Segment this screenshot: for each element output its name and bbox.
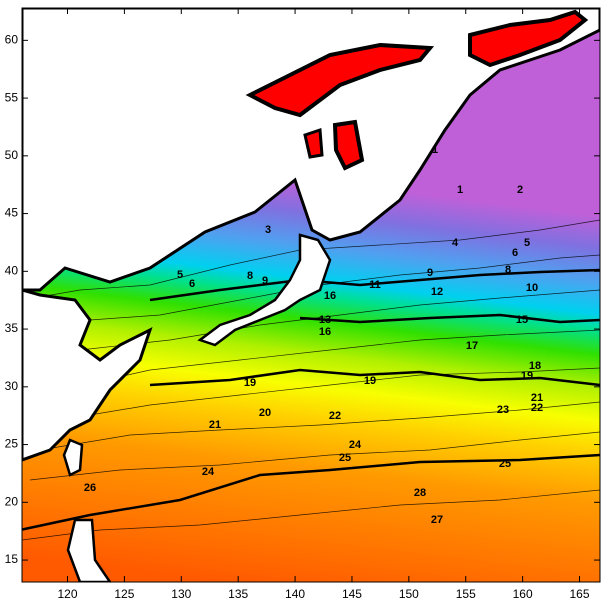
- y-tick-label: 25: [5, 437, 19, 451]
- contour-label: 27: [431, 514, 443, 526]
- contour-label: 9: [427, 267, 433, 279]
- red-region: [245, 42, 435, 118]
- contour-label: 8: [247, 270, 253, 282]
- x-tick-label: 130: [171, 587, 191, 601]
- y-tick-label: 20: [5, 494, 19, 508]
- contour-label: 21: [209, 419, 221, 431]
- land-korea-china: [22, 288, 153, 462]
- red-region: [468, 9, 589, 68]
- contour-label: 5: [524, 237, 530, 249]
- contour-label: 19: [364, 375, 376, 387]
- contour-label: 18: [529, 360, 541, 372]
- contour-label: 8: [505, 264, 511, 276]
- land-luzon: [66, 518, 112, 582]
- contour-label: 21: [531, 392, 543, 404]
- contours: [22, 219, 600, 541]
- contour-label: 23: [497, 404, 509, 416]
- contour-label: 13: [319, 314, 331, 326]
- x-tick-label: 125: [114, 587, 134, 601]
- red-region: [332, 119, 365, 171]
- y-tick-label: 40: [5, 263, 19, 277]
- contour-label: 26: [84, 482, 96, 494]
- x-tick-label: 135: [228, 587, 248, 601]
- land-taiwan: [62, 438, 84, 477]
- contour-label: 5: [177, 269, 183, 281]
- contour-label: 11: [369, 279, 381, 291]
- contour-label: 15: [516, 314, 528, 326]
- contour-label: 25: [499, 458, 511, 470]
- y-tick-label: 45: [5, 206, 19, 220]
- x-tick-label: 165: [570, 587, 590, 601]
- contour-label: 19: [521, 370, 533, 382]
- y-tick-label: 55: [5, 90, 19, 104]
- y-tick-label: 60: [5, 33, 19, 47]
- y-tick-label: 30: [5, 379, 19, 393]
- x-tick-label: 155: [456, 587, 476, 601]
- x-tick-label: 120: [57, 587, 77, 601]
- red-region: [303, 127, 324, 159]
- contour-label: 20: [259, 407, 271, 419]
- contour-label: 2: [517, 184, 523, 196]
- land-japan: [197, 233, 332, 347]
- contour-label: 22: [329, 410, 341, 422]
- contour-label: 17: [466, 340, 478, 352]
- contour-label: 24: [349, 439, 362, 451]
- contour-label: 24: [202, 466, 215, 478]
- map-field: [22, 8, 600, 582]
- plot-frame: [21, 7, 601, 583]
- contour-label: 16: [319, 326, 331, 338]
- contour-label: 9: [262, 275, 268, 287]
- x-tick-label: 140: [285, 587, 305, 601]
- contour-label: 10: [526, 282, 538, 294]
- contour-label: 1: [457, 184, 463, 196]
- x-tick-label: 150: [399, 587, 419, 601]
- contour-label: 28: [414, 487, 426, 499]
- contour-label: 19: [244, 377, 256, 389]
- contour-label: 3: [265, 224, 271, 236]
- contour-label: 6: [512, 247, 518, 259]
- y-tick-label: 50: [5, 148, 19, 162]
- x-tick-label: 145: [342, 587, 362, 601]
- contour-label: 12: [431, 286, 443, 298]
- contour-label: 4: [452, 237, 459, 249]
- contour-label: 6: [189, 278, 195, 290]
- contour-label: 16: [324, 290, 336, 302]
- x-tick-label: 160: [513, 587, 533, 601]
- contour-label: 25: [339, 452, 351, 464]
- y-tick-label: 15: [5, 552, 19, 566]
- contour-label: 1: [432, 144, 438, 156]
- contour-label: 22: [531, 402, 543, 414]
- y-tick-label: 35: [5, 321, 19, 335]
